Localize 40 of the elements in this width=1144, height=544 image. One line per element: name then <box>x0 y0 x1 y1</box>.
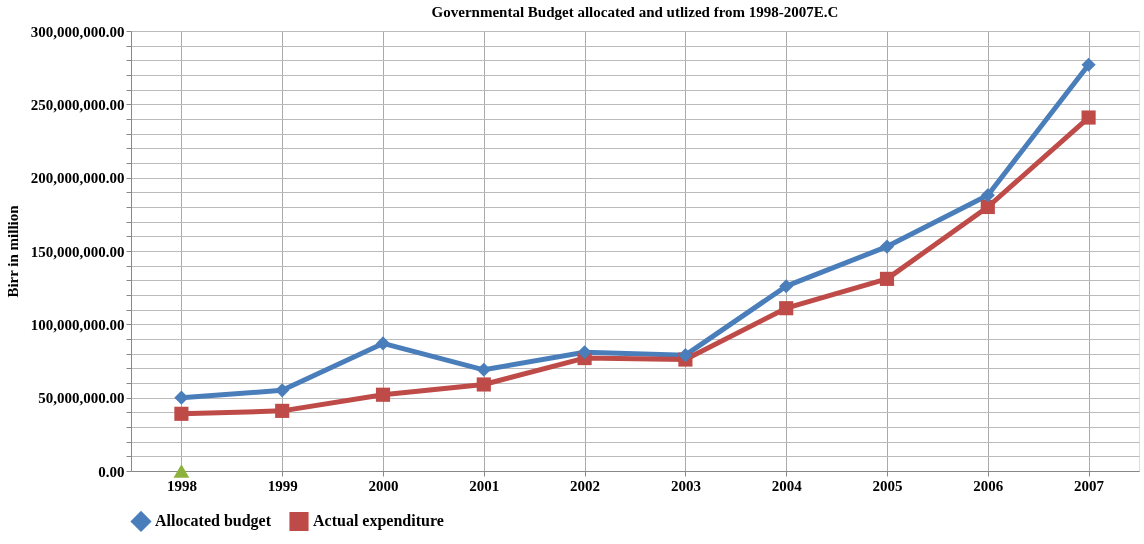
legend-label: Allocated budget <box>155 512 272 531</box>
point <box>375 387 391 402</box>
x-tick-label: 1999 <box>267 477 298 494</box>
x-tick-label: 2002 <box>570 477 601 494</box>
point <box>779 279 794 294</box>
point <box>980 188 995 203</box>
x-tick-label: 1998 <box>166 477 197 494</box>
x-tick-label: 2004 <box>771 477 803 494</box>
point <box>1081 110 1096 125</box>
x-tick-label: 2005 <box>872 477 903 494</box>
y-tick-label: 300,000,000.00 <box>30 23 125 40</box>
point <box>980 199 995 215</box>
y-tick-label: 250,000,000.00 <box>30 96 125 113</box>
point <box>476 377 491 392</box>
x-tick-label: 2000 <box>368 477 399 494</box>
y-tick-label: 50,000,000.00 <box>38 390 125 407</box>
y-tick-label: 0.00 <box>98 463 125 480</box>
x-tick-label: 2006 <box>973 477 1004 494</box>
y-tick-label: 200,000,000.00 <box>30 170 125 187</box>
x-tick-label: 2003 <box>670 477 701 494</box>
point <box>476 362 491 377</box>
point <box>779 301 794 316</box>
x-tick-label: 2001 <box>469 477 500 494</box>
chart-title: Governmental Budget allocated and utlized from 1998-2007E.C <box>431 4 839 20</box>
point <box>173 464 190 478</box>
point <box>275 403 290 418</box>
point <box>174 406 189 421</box>
point <box>1081 57 1096 72</box>
point <box>879 271 895 286</box>
y-axis-title: Birr in million <box>4 204 21 298</box>
point <box>577 345 592 360</box>
y-tick-label: 150,000,000.00 <box>30 243 125 260</box>
x-tick-label: 2007 <box>1074 477 1105 494</box>
point <box>678 348 693 363</box>
point <box>275 383 290 398</box>
legend-label: Actual expenditure <box>313 512 444 531</box>
point <box>174 390 189 405</box>
point <box>879 239 895 254</box>
point <box>375 336 391 351</box>
y-tick-label: 100,000,000.00 <box>30 316 125 333</box>
